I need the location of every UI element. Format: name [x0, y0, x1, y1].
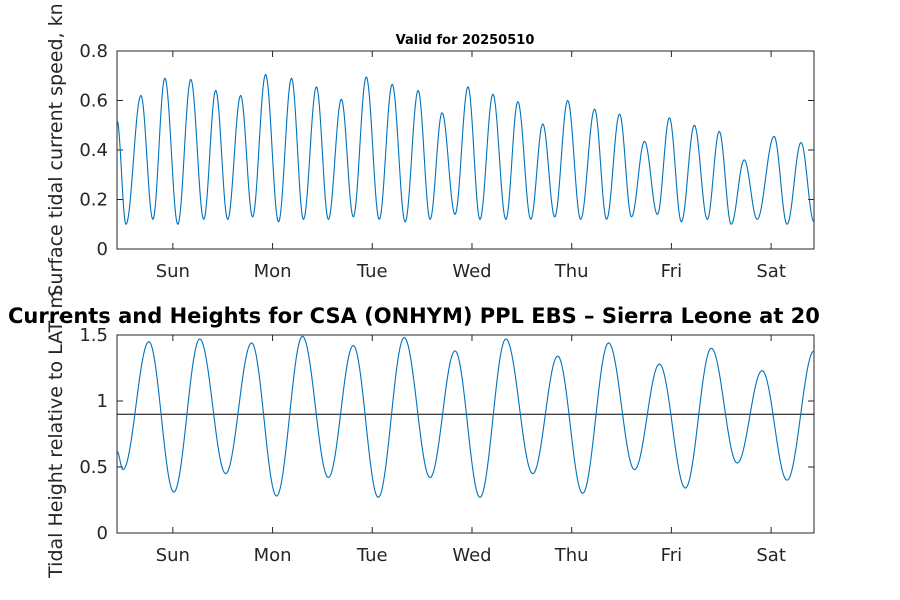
tidal-height-panel: 0 0.5 1 1.5 Sun Mon Tue Wed Thu Fri Sat Tidal Heig… — [8, 290, 820, 579]
tidal-height-series-line — [116, 335, 815, 499]
tidal-height-ytick-label: 1 — [97, 391, 108, 412]
current-speed-xtick-label: Sun — [156, 261, 190, 282]
current-speed-ylabel: Surface tidal current speed, kn — [45, 3, 67, 296]
current-speed-xtick-label: Wed — [452, 261, 491, 282]
tidal-height-ytick-label: 0.5 — [79, 457, 108, 478]
tidal-height-ytick-label: 1.5 — [79, 325, 108, 346]
tidal-height-ylabel: Tidal Height relative to LAT, m — [45, 290, 67, 579]
tidal-height-ytick-label: 0 — [97, 523, 108, 544]
current-speed-title: Valid for 20250510 — [396, 33, 535, 48]
tidal-height-plot-area — [116, 334, 815, 534]
tidal-height-xtick-label: Mon — [254, 545, 292, 566]
current-speed-ytick-label: 0.2 — [79, 190, 108, 211]
current-speed-xtick-label: Fri — [661, 261, 682, 282]
current-speed-xtick-label: Thu — [554, 261, 589, 282]
current-speed-panel: 0 0.2 0.4 0.6 0.8 Sun Mon Tue Wed Thu Fri Sat Valid… — [45, 3, 815, 297]
tidal-height-xtick-label: Tue — [356, 545, 388, 566]
current-speed-ytick-label: 0.8 — [79, 41, 108, 62]
current-speed-xtick-label: Tue — [356, 261, 388, 282]
current-speed-ytick-label: 0 — [97, 239, 108, 260]
tidal-height-title: Currents and Heights for CSA (ONHYM) PPL… — [8, 304, 820, 328]
current-speed-xtick-label: Sat — [756, 261, 786, 282]
current-speed-xtick-label: Mon — [254, 261, 292, 282]
tidal-height-xtick-label: Sat — [756, 545, 786, 566]
current-speed-series-line — [116, 73, 815, 226]
tidal-height-ticks: 0 0.5 1 1.5 Sun Mon Tue Wed Thu Fri Sat — [79, 325, 814, 566]
tidal-height-xtick-label: Fri — [661, 545, 682, 566]
current-speed-plot-area — [116, 50, 815, 250]
tidal-height-xtick-label: Thu — [554, 545, 589, 566]
tidal-height-xtick-label: Wed — [452, 545, 491, 566]
tidal-height-xtick-label: Sun — [156, 545, 190, 566]
current-speed-ticks: 0 0.2 0.4 0.6 0.8 Sun Mon Tue Wed Thu Fri Sat — [79, 41, 814, 282]
current-speed-ytick-label: 0.4 — [79, 140, 108, 161]
current-speed-ytick-label: 0.6 — [79, 91, 108, 112]
